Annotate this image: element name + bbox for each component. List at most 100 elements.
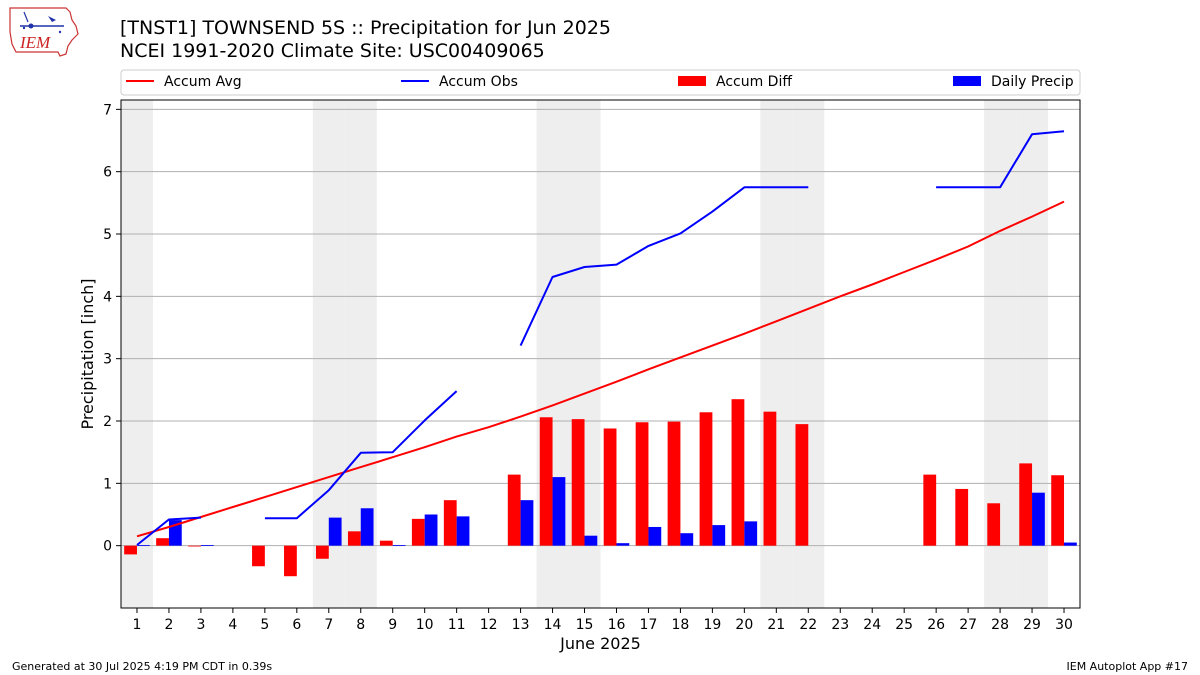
accum-obs-line bbox=[519, 186, 809, 347]
accum-diff-bar bbox=[987, 503, 1001, 546]
accum-diff-bar bbox=[284, 545, 297, 577]
accum-diff-bar bbox=[1051, 475, 1065, 546]
accum-diff-bar bbox=[955, 488, 969, 546]
accum-diff-bar bbox=[1019, 463, 1033, 546]
footer-generated: Generated at 30 Jul 2025 4:19 PM CDT in … bbox=[12, 660, 273, 673]
x-tick-label: 10 bbox=[416, 617, 434, 633]
x-tick-label: 1 bbox=[133, 617, 142, 633]
weekend-shade-day-1 bbox=[121, 100, 153, 608]
accum-avg-line bbox=[136, 200, 1065, 538]
daily-precip-bar bbox=[456, 516, 470, 546]
daily-precip-bar bbox=[424, 514, 438, 546]
legend-swatch bbox=[953, 76, 981, 86]
y-axis-label: Precipitation [inch] bbox=[78, 278, 97, 429]
x-tick-label: 15 bbox=[576, 617, 594, 633]
daily-precip-bar bbox=[616, 543, 630, 546]
x-axis-label: June 2025 bbox=[559, 634, 641, 653]
x-tick-label: 24 bbox=[863, 617, 881, 633]
accum-diff-bar bbox=[635, 422, 649, 546]
accum-diff-bar bbox=[699, 412, 713, 546]
x-tick-label: 4 bbox=[228, 617, 237, 633]
x-tick-label: 12 bbox=[480, 617, 498, 633]
daily-precip-bar bbox=[392, 545, 406, 546]
daily-precip-bar bbox=[360, 508, 374, 546]
x-tick-label: 30 bbox=[1055, 617, 1073, 633]
legend-label: Accum Diff bbox=[716, 74, 792, 90]
plot-frame bbox=[120, 99, 1081, 609]
daily-precip-bar bbox=[200, 545, 214, 546]
daily-precip-bar bbox=[552, 477, 566, 546]
x-tick-label: 19 bbox=[703, 617, 721, 633]
x-tick-label: 25 bbox=[895, 617, 913, 633]
accum-diff-bar bbox=[124, 545, 137, 555]
iem-logo: IEM bbox=[9, 7, 79, 57]
x-tick-label: 22 bbox=[799, 617, 817, 633]
accum-obs-line bbox=[936, 130, 1065, 189]
legend-swatch bbox=[678, 76, 706, 86]
accum-diff-bar bbox=[315, 545, 329, 559]
x-tick-label: 14 bbox=[544, 617, 562, 633]
y-tick-label: 5 bbox=[103, 227, 112, 243]
accum-diff-bar bbox=[603, 428, 617, 546]
daily-precip-bar bbox=[328, 517, 342, 546]
chart-subtitle: NCEI 1991-2020 Climate Site: USC00409065 bbox=[120, 40, 545, 62]
x-tick-label: 9 bbox=[388, 617, 397, 633]
x-tick-label: 20 bbox=[735, 617, 753, 633]
accum-diff-bar bbox=[539, 417, 553, 546]
x-tick-label: 16 bbox=[608, 617, 626, 633]
daily-precip-bar bbox=[648, 526, 662, 546]
legend-label: Accum Avg bbox=[164, 74, 242, 90]
daily-precip-bar bbox=[136, 545, 150, 546]
y-tick-label: 4 bbox=[103, 289, 112, 305]
daily-precip-bar bbox=[584, 535, 598, 546]
footer-app: IEM Autoplot App #17 bbox=[1066, 660, 1189, 673]
accum-obs-line bbox=[136, 516, 201, 546]
y-tick-label: 2 bbox=[103, 414, 112, 430]
logo-text: IEM bbox=[19, 33, 51, 52]
accum-diff-bar bbox=[156, 538, 169, 546]
chart-title: [TNST1] TOWNSEND 5S :: Precipitation for… bbox=[120, 17, 612, 39]
x-tick-label: 21 bbox=[767, 617, 785, 633]
x-tick-label: 3 bbox=[196, 617, 205, 633]
accum-diff-bar bbox=[763, 411, 777, 546]
daily-precip-bar bbox=[1064, 542, 1077, 546]
daily-precip-bar bbox=[680, 533, 694, 546]
accum-obs-line bbox=[264, 390, 458, 520]
x-tick-label: 29 bbox=[1023, 617, 1041, 633]
x-tick-label: 5 bbox=[260, 617, 269, 633]
x-tick-label: 17 bbox=[640, 617, 658, 633]
daily-precip-bar bbox=[712, 525, 726, 546]
accum-diff-bar bbox=[923, 474, 937, 546]
x-tick-label: 8 bbox=[356, 617, 365, 633]
x-tick-label: 28 bbox=[991, 617, 1009, 633]
legend-label: Accum Obs bbox=[439, 74, 518, 90]
accum-diff-bar bbox=[411, 518, 425, 546]
y-tick-label: 6 bbox=[103, 165, 112, 181]
legend-box bbox=[120, 69, 1081, 96]
y-tick-label: 1 bbox=[103, 476, 112, 492]
legend-label: Daily Precip bbox=[991, 74, 1074, 90]
x-tick-label: 13 bbox=[512, 617, 530, 633]
accum-diff-bar bbox=[795, 424, 809, 546]
accum-diff-bar bbox=[443, 500, 457, 546]
x-tick-label: 7 bbox=[324, 617, 333, 633]
accum-diff-bar bbox=[667, 421, 681, 546]
x-tick-label: 6 bbox=[292, 617, 301, 633]
y-tick-label: 7 bbox=[103, 102, 112, 118]
daily-precip-bar bbox=[520, 500, 534, 546]
accum-diff-bar bbox=[347, 531, 361, 546]
accum-diff-bar bbox=[188, 545, 201, 547]
x-tick-label: 26 bbox=[927, 617, 945, 633]
accum-diff-bar bbox=[507, 474, 521, 546]
daily-precip-bar bbox=[744, 521, 758, 546]
x-tick-label: 18 bbox=[672, 617, 690, 633]
accum-diff-bar bbox=[252, 545, 265, 567]
x-tick-label: 11 bbox=[448, 617, 466, 633]
accum-diff-bar bbox=[731, 399, 745, 546]
accum-diff-bar bbox=[571, 419, 585, 546]
x-tick-label: 23 bbox=[831, 617, 849, 633]
y-tick-label: 3 bbox=[103, 352, 112, 368]
y-tick-label: 0 bbox=[103, 539, 112, 555]
x-tick-label: 2 bbox=[164, 617, 173, 633]
